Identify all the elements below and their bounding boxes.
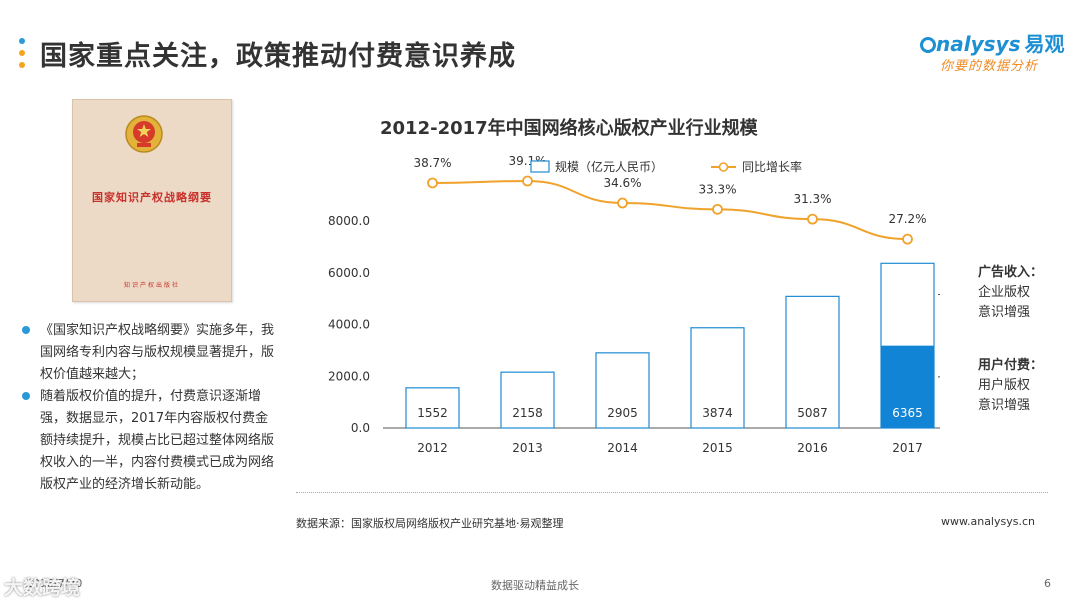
y-tick-label: 2000.0 (328, 369, 370, 383)
book-title: 国家知识产权战略纲要 (92, 191, 212, 204)
growth-rate-label: 38.7% (413, 156, 451, 170)
growth-rate-point (807, 213, 818, 225)
logo-cn: 易观 (1024, 32, 1065, 56)
book-cover-image: 国家知识产权战略纲要 知识产权出版社 (72, 99, 232, 302)
bullet-text: 《国家知识产权战略纲要》实施多年，我国网络专利内容与版权规模显著提升，版权价值越… (40, 323, 275, 382)
bar-segment-user-paid (881, 345, 934, 428)
y-tick-label: 6000.0 (328, 266, 370, 280)
bar-2016 (785, 295, 840, 429)
bullet-item: 《国家知识产权战略纲要》实施多年，我国网络专利内容与版权规模显著提升，版权价值越… (20, 320, 278, 386)
ad-revenue-title: 广告收入： (978, 265, 1044, 280)
growth-rate-label: 27.2% (888, 212, 926, 226)
page-title: 国家重点关注，政策推动付费意识养成 (40, 41, 516, 72)
chart-title: 2012-2017年中国网络核心版权产业行业规模 (380, 118, 758, 139)
growth-rate-point (712, 203, 723, 215)
growth-rate-label: 31.3% (793, 192, 831, 206)
bullet-item: 随着版权价值的提升，付费意识逐渐增强，数据显示，2017年内容版权付费金额持续提… (20, 386, 278, 496)
ad-revenue-text-1: 企业版权 (978, 285, 1031, 300)
user-paid-annotation: 用户付费： 用户版权 意识增强 (978, 356, 1043, 416)
x-tick-label: 2015 (702, 441, 733, 455)
bar-2012 (405, 387, 460, 429)
bullet-list: 《国家知识产权战略纲要》实施多年，我国网络专利内容与版权规模显著提升，版权价值越… (20, 320, 278, 496)
growth-rate-line (432, 180, 908, 241)
bar-2014 (595, 352, 650, 429)
bar-value-label: 2905 (607, 406, 638, 420)
book-publisher: 知识产权出版社 (123, 282, 180, 289)
bar-2013 (500, 371, 555, 429)
x-tick-label: 2016 (797, 441, 828, 455)
growth-rate-point (617, 197, 628, 209)
bar-value-label: 3874 (702, 406, 733, 420)
x-tick-label: 2012 (417, 441, 448, 455)
page-number: 6 (1044, 577, 1051, 590)
data-source: 数据来源：国家版权局网络版权产业研究基地·易观整理 (296, 517, 564, 530)
x-tick-label: 2013 (512, 441, 543, 455)
footer-date: 2018/7/20 (26, 577, 83, 590)
growth-rate-point (427, 177, 438, 189)
logo-wordmark: nalysys 易观 (920, 28, 1064, 57)
legend-line-label: 同比增长率 (742, 159, 802, 174)
ad-revenue-text-2: 意识增强 (978, 305, 1031, 320)
bullet-dot-icon (22, 392, 30, 400)
analysys-logo: nalysys 易观 你要的数据分析 (920, 28, 1065, 78)
divider (296, 492, 1048, 493)
legend-bar-swatch (530, 160, 550, 173)
growth-rate-point (522, 175, 533, 187)
growth-rate-point (902, 233, 913, 245)
footer-slogan: 数据驱动精益成长 (491, 579, 579, 592)
legend-line-marker (718, 162, 729, 172)
y-tick-label: 4000.0 (328, 318, 370, 332)
bar-value-label: 1552 (417, 406, 448, 420)
logo-text: nalysys (936, 32, 1021, 56)
user-paid-text-1: 用户版权 (978, 378, 1031, 393)
bullet-dot-icon (22, 326, 30, 334)
blue-dot (19, 38, 25, 44)
orange-dot (19, 50, 25, 56)
growth-rate-label: 33.3% (698, 182, 736, 196)
logo-slogan: 你要的数据分析 (940, 59, 1039, 74)
title-bullet-dots (19, 38, 25, 72)
bar-value-label: 6365 (892, 406, 923, 420)
website-link[interactable]: www.analysys.cn (941, 515, 1035, 528)
user-paid-text-2: 意识增强 (978, 398, 1031, 413)
growth-rate-label: 34.6% (603, 176, 641, 190)
bar-value-label: 5087 (797, 406, 828, 420)
x-tick-label: 2014 (607, 441, 638, 455)
user-paid-title: 用户付费： (978, 358, 1044, 373)
bar-value-label: 2158 (512, 406, 543, 420)
ad-revenue-annotation: 广告收入： 企业版权 意识增强 (978, 263, 1043, 323)
y-tick-label: 8000.0 (328, 214, 370, 228)
industry-scale-chart: 0.0 2000.0 4000.0 6000.0 8000.0 1552 2012 2158 2… (328, 154, 940, 455)
orange-dot (19, 62, 25, 68)
national-emblem-icon (125, 115, 163, 153)
logo-a-icon (920, 37, 936, 53)
watermark-logo: 大数跨境 (4, 577, 81, 599)
x-tick-label: 2017 (892, 441, 923, 455)
y-tick-label: 0.0 (351, 421, 370, 435)
legend-bar-label: 规模（亿元人民币） (555, 159, 663, 174)
bar-2015 (690, 327, 745, 429)
bullet-text: 随着版权价值的提升，付费意识逐渐增强，数据显示，2017年内容版权付费金额持续提… (40, 389, 275, 492)
